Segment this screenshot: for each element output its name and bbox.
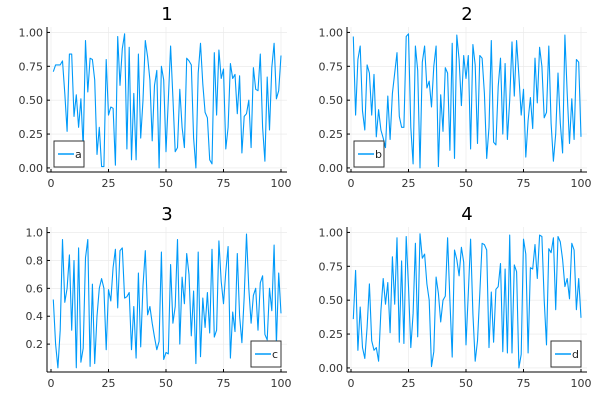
- y-tick-label: 0.25: [319, 128, 344, 141]
- legend-label: d: [572, 348, 579, 361]
- legend-label: a: [75, 148, 82, 161]
- series-line-d: [352, 233, 582, 369]
- x-tick-label: 50: [459, 377, 473, 390]
- y-tick-label: 0.50: [19, 94, 44, 107]
- y-tick-label: 0.8: [26, 254, 44, 267]
- x-tick-label: 75: [217, 377, 231, 390]
- y-tick-label: 0.00: [19, 162, 44, 175]
- subplot-title: 3: [161, 204, 172, 225]
- y-tick-label: 1.00: [19, 26, 44, 39]
- series-line-a: [52, 33, 282, 169]
- subplot-4: 4 0 25 50 75 100 0.00 0.25 0.50 0.75 1.00 d: [319, 204, 592, 390]
- subplot-1: 1 0 25 50 75 100 0.00 0.25 0.50 0.75 1.00 a: [19, 4, 292, 190]
- subplot-title: 1: [161, 4, 172, 25]
- subplot-title: 4: [461, 204, 472, 225]
- y-tick-label: 0.75: [19, 60, 44, 73]
- y-tick-label: 0.75: [319, 60, 344, 73]
- x-tick-label: 25: [402, 377, 416, 390]
- y-tick-label: 1.00: [319, 226, 344, 239]
- x-tick-label: 75: [217, 177, 231, 190]
- x-tick-label: 25: [402, 177, 416, 190]
- x-tick-label: 50: [459, 177, 473, 190]
- x-tick-label: 0: [348, 177, 355, 190]
- subplot-2: 2 0 25 50 75 100 0.00 0.25 0.50 0.75 1.00 b: [319, 4, 592, 190]
- legend-label: b: [375, 148, 382, 161]
- y-tick-label: 0.00: [319, 362, 344, 375]
- x-tick-label: 25: [102, 177, 116, 190]
- y-tick-label: 0.50: [319, 94, 344, 107]
- x-tick-label: 75: [517, 377, 531, 390]
- y-tick-label: 0.6: [26, 282, 44, 295]
- y-tick-label: 0.75: [319, 260, 344, 273]
- x-tick-label: 0: [348, 377, 355, 390]
- legend-label: c: [272, 348, 278, 361]
- x-tick-label: 50: [159, 377, 173, 390]
- y-tick-label: 0.50: [319, 294, 344, 307]
- x-tick-label: 0: [48, 177, 55, 190]
- x-tick-label: 100: [271, 177, 292, 190]
- y-tick-label: 1.0: [26, 227, 44, 240]
- y-tick-label: 0.00: [319, 162, 344, 175]
- subplot-3: 3 0 25 50 75 100 0.2 0.4 0.6 0.8 1.0 c: [26, 204, 292, 390]
- y-tick-label: 0.25: [319, 328, 344, 341]
- x-tick-label: 75: [517, 177, 531, 190]
- x-tick-label: 50: [159, 177, 173, 190]
- y-tick-label: 0.4: [26, 310, 44, 323]
- series-line-b: [352, 33, 582, 169]
- y-tick-label: 1.00: [319, 26, 344, 39]
- x-tick-label: 100: [271, 377, 292, 390]
- y-tick-label: 0.2: [26, 338, 44, 351]
- y-tick-label: 0.25: [19, 128, 44, 141]
- x-tick-label: 100: [571, 377, 592, 390]
- subplot-title: 2: [461, 4, 472, 25]
- x-tick-label: 100: [571, 177, 592, 190]
- x-tick-label: 25: [102, 377, 116, 390]
- series-line-c: [52, 233, 282, 369]
- x-tick-label: 0: [48, 377, 55, 390]
